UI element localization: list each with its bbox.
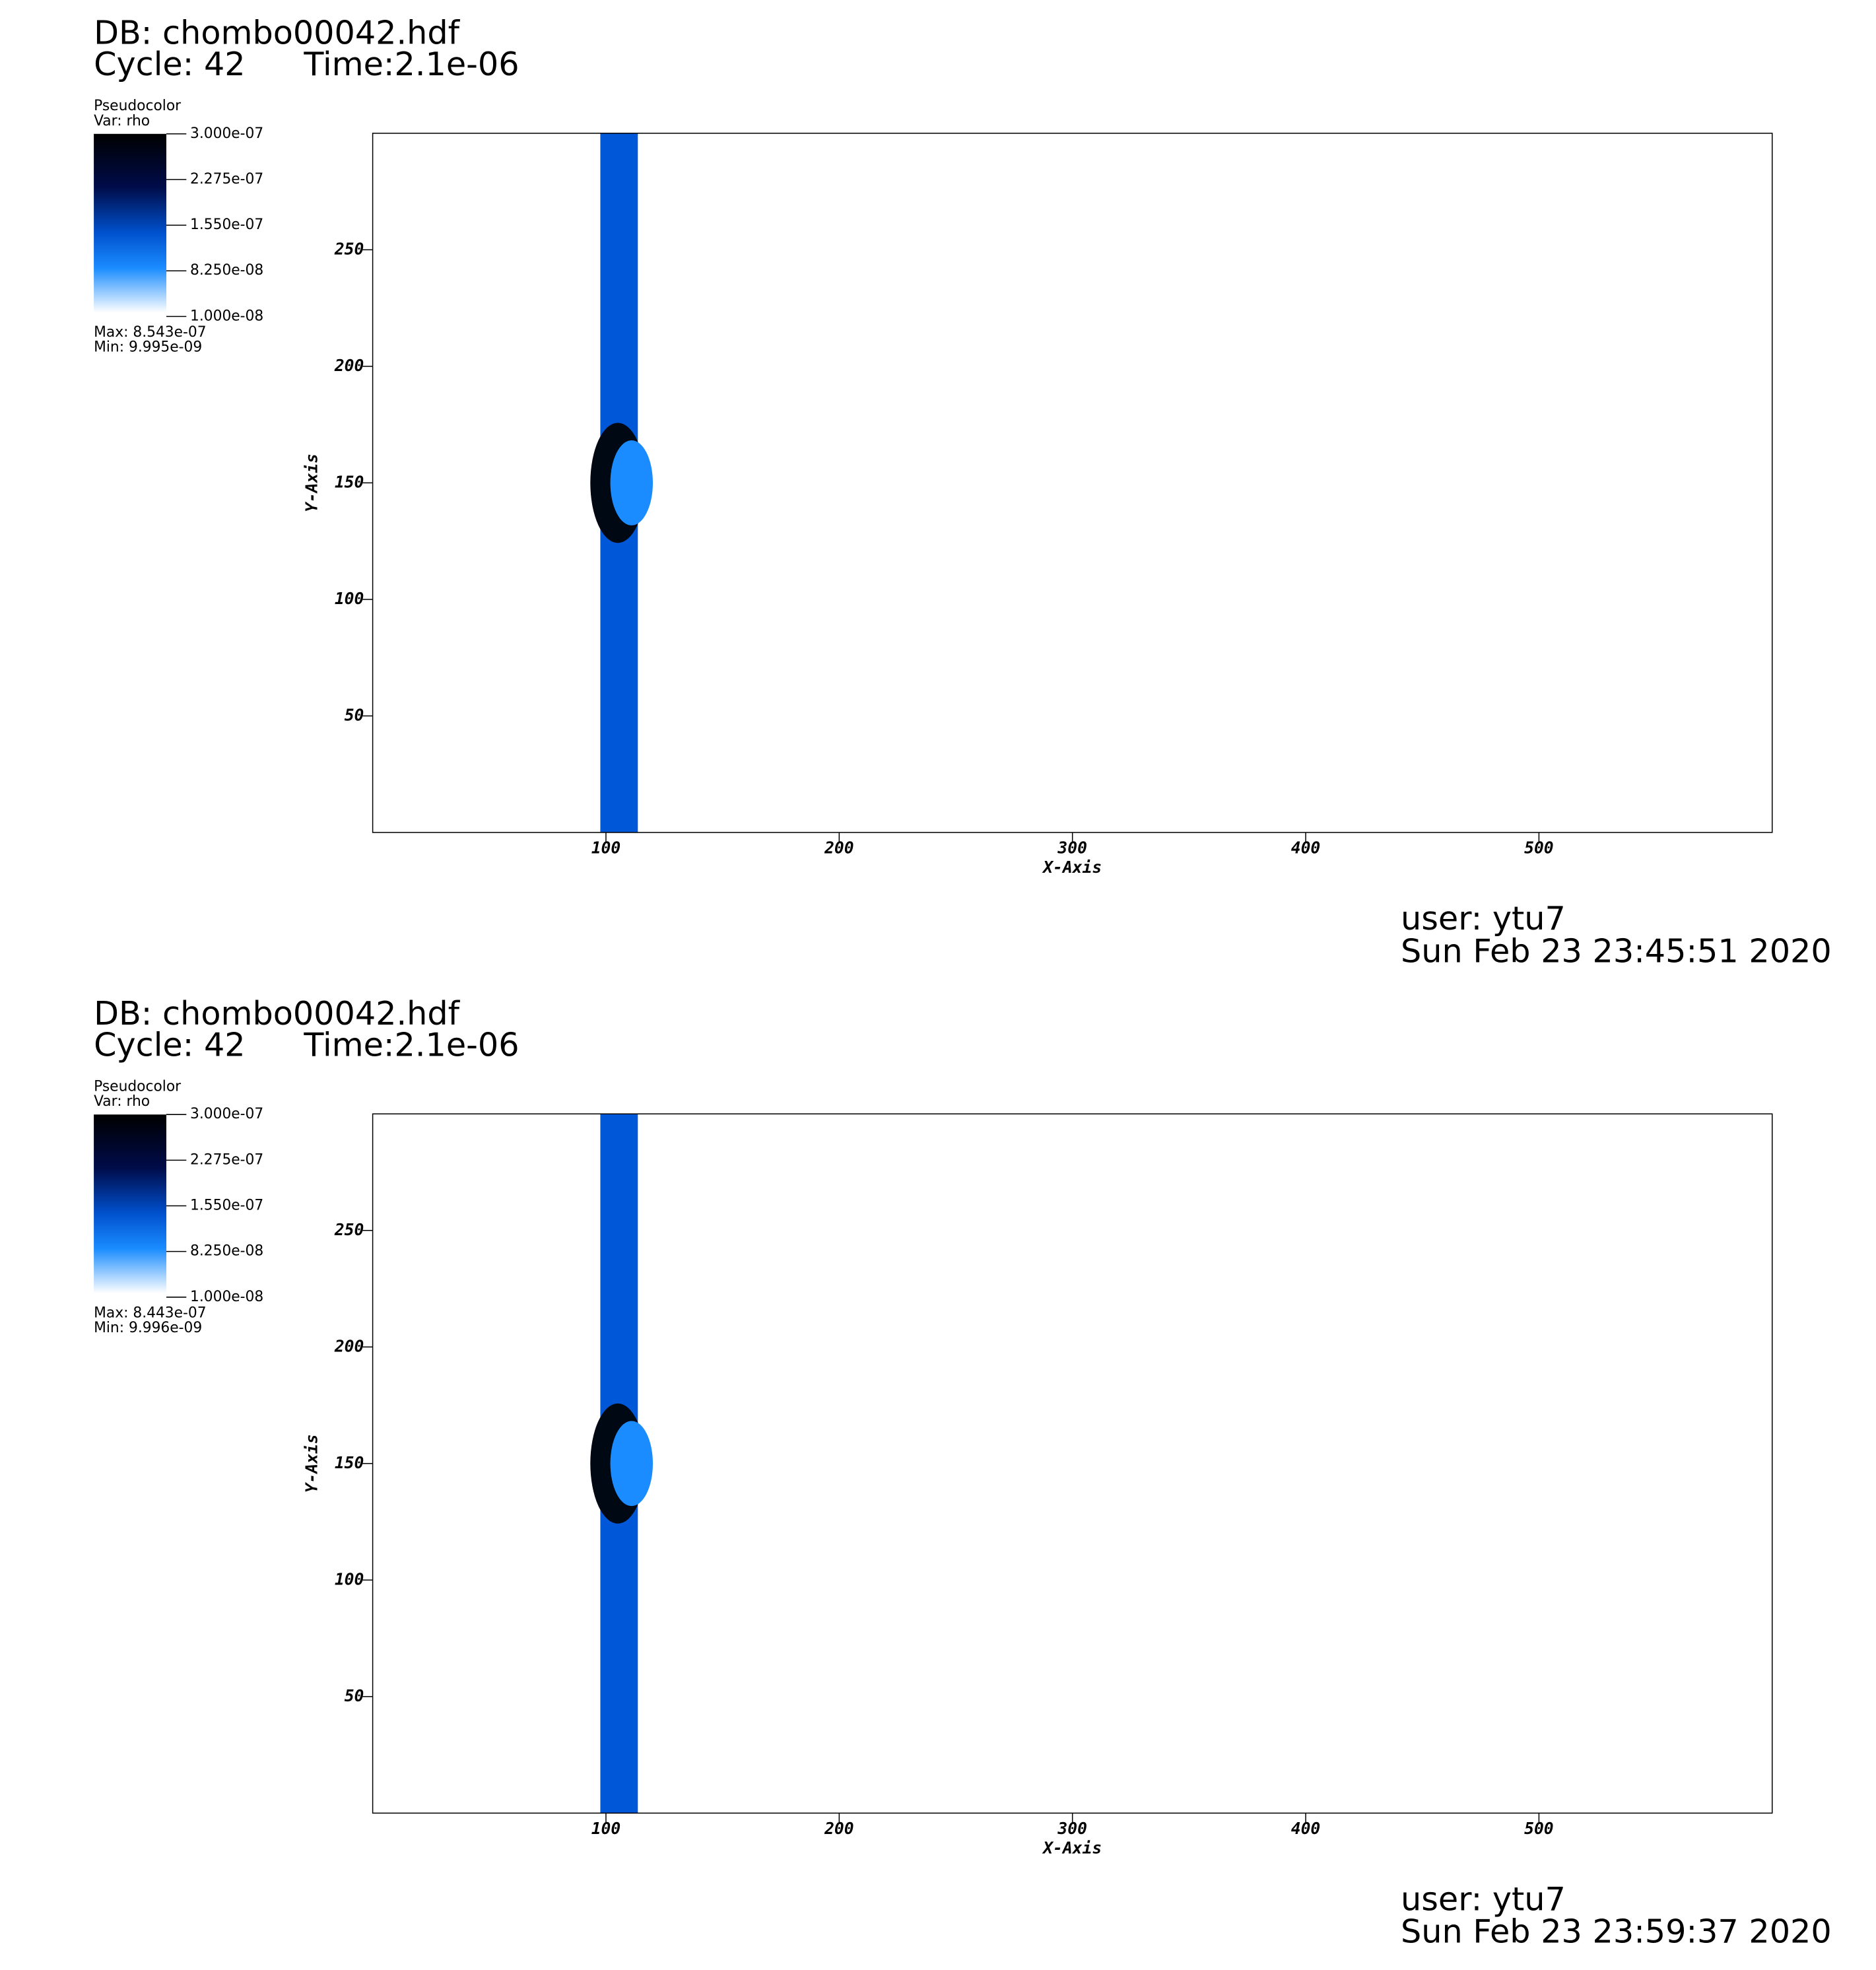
x-tick-label: 400 [1291,1819,1320,1838]
cycle: Cycle: 42 [94,45,246,83]
x-tick-label: 100 [591,838,620,858]
plot-frame [372,133,1773,833]
legend-min: Min: 9.996e-09 [94,1320,202,1336]
x-tick-label: 100 [591,1819,620,1838]
legend-title: Pseudocolor [94,1079,181,1095]
cycle: Cycle: 42 [94,1025,246,1064]
colorbar-label: 8.250e-08 [190,1243,263,1260]
x-tick-label: 500 [1524,1819,1553,1838]
legend-var: Var: rho [94,113,150,129]
y-tick-label: 100 [335,589,364,608]
date: Sun Feb 23 23:45:51 2020 [1401,932,1832,970]
user: user: ytu7 [1401,899,1566,937]
x-tick-label: 300 [1057,838,1087,858]
user: user: ytu7 [1401,1880,1566,1918]
x-tick-label: 200 [824,838,854,858]
colorbar-label: 1.550e-07 [190,217,263,233]
colorbar-label: 3.000e-07 [190,125,263,142]
legend-max: Max: 8.543e-07 [94,324,207,341]
time: Time:2.1e-06 [303,1025,519,1064]
y-tick-label: 150 [335,472,364,491]
legend-min: Min: 9.995e-09 [94,339,202,356]
colorbar-label: 1.000e-08 [190,1289,263,1305]
bubble-core [610,440,653,526]
colorbar-label: 8.250e-08 [190,262,263,279]
y-tick-label: 250 [334,1220,364,1239]
db-title: DB: chombo00042.hdf [94,14,461,52]
y-tick-label: 250 [334,239,364,258]
db-title: DB: chombo00042.hdf [94,994,461,1033]
legend-max: Max: 8.443e-07 [94,1305,207,1321]
colorbar-label: 1.000e-08 [190,308,263,324]
x-tick-label: 500 [1524,838,1553,858]
y-tick-label: 100 [335,1569,364,1588]
y-tick-label: 200 [334,356,364,375]
y-tick-label: 50 [345,705,364,724]
legend-var: Var: rho [94,1093,150,1110]
x-axis-label: X-Axis [1042,858,1102,877]
colorbar [94,1114,166,1294]
date: Sun Feb 23 23:59:37 2020 [1401,1913,1832,1951]
colorbar-label: 1.550e-07 [190,1198,263,1214]
x-tick-label: 300 [1057,1819,1087,1838]
y-tick-label: 50 [345,1686,364,1705]
legend-title: Pseudocolor [94,98,181,114]
colorbar-label: 3.000e-07 [190,1106,263,1122]
time: Time:2.1e-06 [303,45,519,83]
y-tick-label: 150 [335,1453,364,1472]
y-axis-label: Y-Axis [302,1434,321,1493]
bubble-core [610,1421,653,1507]
x-tick-label: 200 [824,1819,854,1838]
x-axis-label: X-Axis [1042,1838,1102,1857]
y-tick-label: 200 [334,1336,364,1355]
colorbar-label: 2.275e-07 [190,1151,263,1168]
colorbar-label: 2.275e-07 [190,171,263,187]
plot-frame [372,1113,1773,1814]
colorbar [94,133,166,313]
x-tick-label: 400 [1291,838,1320,858]
y-axis-label: Y-Axis [302,454,321,512]
